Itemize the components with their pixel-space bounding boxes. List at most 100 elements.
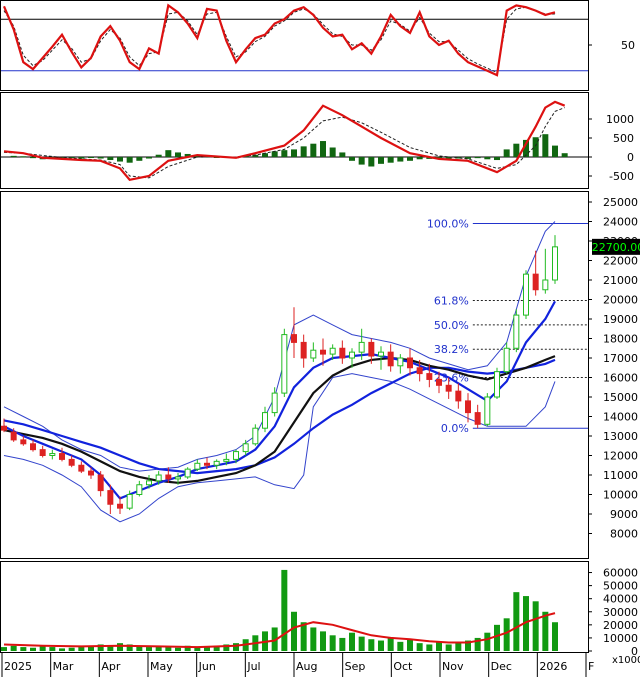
volume-bar	[310, 627, 317, 651]
x-tick-label: Dec	[491, 660, 512, 673]
candle-body	[532, 273, 539, 291]
macd-histogram-bar	[416, 157, 423, 160]
candle-body	[494, 371, 500, 398]
ma-fast-line	[3, 300, 556, 500]
candle-body	[126, 494, 133, 509]
candle-body	[88, 470, 94, 476]
stoch-tick-label: 50	[621, 39, 635, 52]
candle-body	[204, 462, 210, 466]
macd-histogram-bar	[88, 157, 94, 158]
macd-histogram-bar	[523, 139, 529, 157]
candle-body	[368, 341, 375, 357]
fib-level-label: 38.2%	[434, 343, 469, 356]
price-tick-label: 17000	[603, 352, 638, 365]
volume-bar	[68, 647, 75, 651]
x-tick-label: 2025	[4, 660, 32, 673]
macd-histogram-bar	[503, 149, 510, 157]
macd-histogram-bar	[387, 157, 394, 163]
price-tick-label: 25000	[603, 196, 638, 209]
candle-body	[329, 347, 336, 355]
volume-bar	[368, 639, 375, 651]
volume-bar	[165, 647, 172, 651]
ma-black-line	[3, 355, 556, 484]
volume-bar	[552, 622, 558, 651]
volume-bar	[97, 644, 104, 651]
volume-bar	[281, 569, 288, 651]
volume-bar	[271, 627, 278, 651]
x-tick-label: Mar	[53, 660, 74, 673]
x-tick-label: F	[588, 660, 594, 673]
candle-body	[1, 425, 7, 431]
volume-bar	[523, 596, 529, 651]
macd-histogram-bar	[465, 157, 471, 159]
candle-body	[271, 392, 278, 414]
candle-body	[320, 349, 326, 355]
volume-bar	[349, 632, 355, 651]
macd-histogram-bar	[397, 157, 404, 162]
candle-body	[455, 390, 462, 402]
macd-histogram-bar	[281, 150, 288, 157]
panel-border-2	[0, 191, 589, 559]
macd-histogram-bar	[117, 157, 123, 162]
macd-histogram-bar	[358, 157, 365, 165]
x-tick-label: Nov	[442, 660, 464, 673]
macd-histogram-bar	[126, 157, 133, 163]
candle-body	[339, 347, 346, 359]
macd-tick-label: 500	[613, 132, 634, 145]
macd-tick-label: -500	[609, 170, 634, 183]
volume-bar	[184, 645, 191, 651]
candle-body	[49, 453, 56, 456]
candle-body	[484, 396, 491, 425]
volume-bar	[494, 624, 500, 651]
price-panel: 8000 9000 10000 11000 12000 13000 14000 15000 16…	[1, 196, 640, 541]
macd-panel: 1000 500 0 -500	[1, 100, 634, 183]
price-tick-label: 24000	[603, 216, 638, 229]
volume-tick-label: 50000	[603, 580, 638, 593]
price-tick-label: 9000	[610, 508, 638, 521]
candle-body	[117, 503, 123, 509]
candle-body	[223, 458, 230, 462]
volume-bar	[107, 646, 114, 651]
candle-body	[78, 464, 85, 472]
macd-histogram-bar	[300, 146, 307, 157]
fib-level-label: 61.8%	[434, 294, 469, 307]
price-tick-label: 12000	[603, 450, 638, 463]
candle-body	[59, 453, 65, 460]
volume-bar	[445, 644, 452, 651]
macd-histogram-bar	[407, 157, 413, 161]
candle-body	[349, 351, 355, 359]
macd-histogram-bar	[78, 157, 85, 159]
candle-body	[146, 480, 152, 486]
candle-body	[281, 334, 288, 394]
x-tick-label: May	[150, 660, 173, 673]
fib-level-label: 100.0%	[427, 217, 469, 230]
volume-bar	[59, 648, 65, 651]
ma-slow-line	[3, 358, 556, 475]
volume-bar	[436, 641, 442, 651]
macd-histogram-bar	[329, 147, 336, 157]
candle-body	[252, 427, 259, 445]
candle-body	[291, 334, 297, 343]
x-tick-label: Sep	[345, 660, 366, 673]
x-tick-label: Jul	[246, 660, 260, 673]
volume-bar	[88, 645, 94, 651]
macd-histogram-bar	[445, 157, 452, 160]
candle-body	[445, 384, 452, 392]
volume-bar	[10, 645, 17, 651]
volume-bar	[542, 611, 549, 651]
volume-bar	[117, 643, 123, 651]
candle-body	[426, 373, 433, 380]
volume-bar	[39, 646, 46, 651]
candle-body	[30, 443, 36, 451]
macd-histogram-bar	[378, 157, 384, 164]
volume-bar	[320, 631, 326, 651]
candle-body	[107, 490, 114, 505]
fib-level-label: 50.0%	[434, 319, 469, 332]
macd-histogram-bar	[68, 157, 75, 158]
macd-histogram-bar	[10, 155, 17, 157]
volume-bar	[223, 644, 230, 651]
macd-histogram-bar	[155, 154, 162, 157]
volume-tick-label: 30000	[603, 606, 638, 619]
macd-histogram-bar	[455, 157, 462, 159]
